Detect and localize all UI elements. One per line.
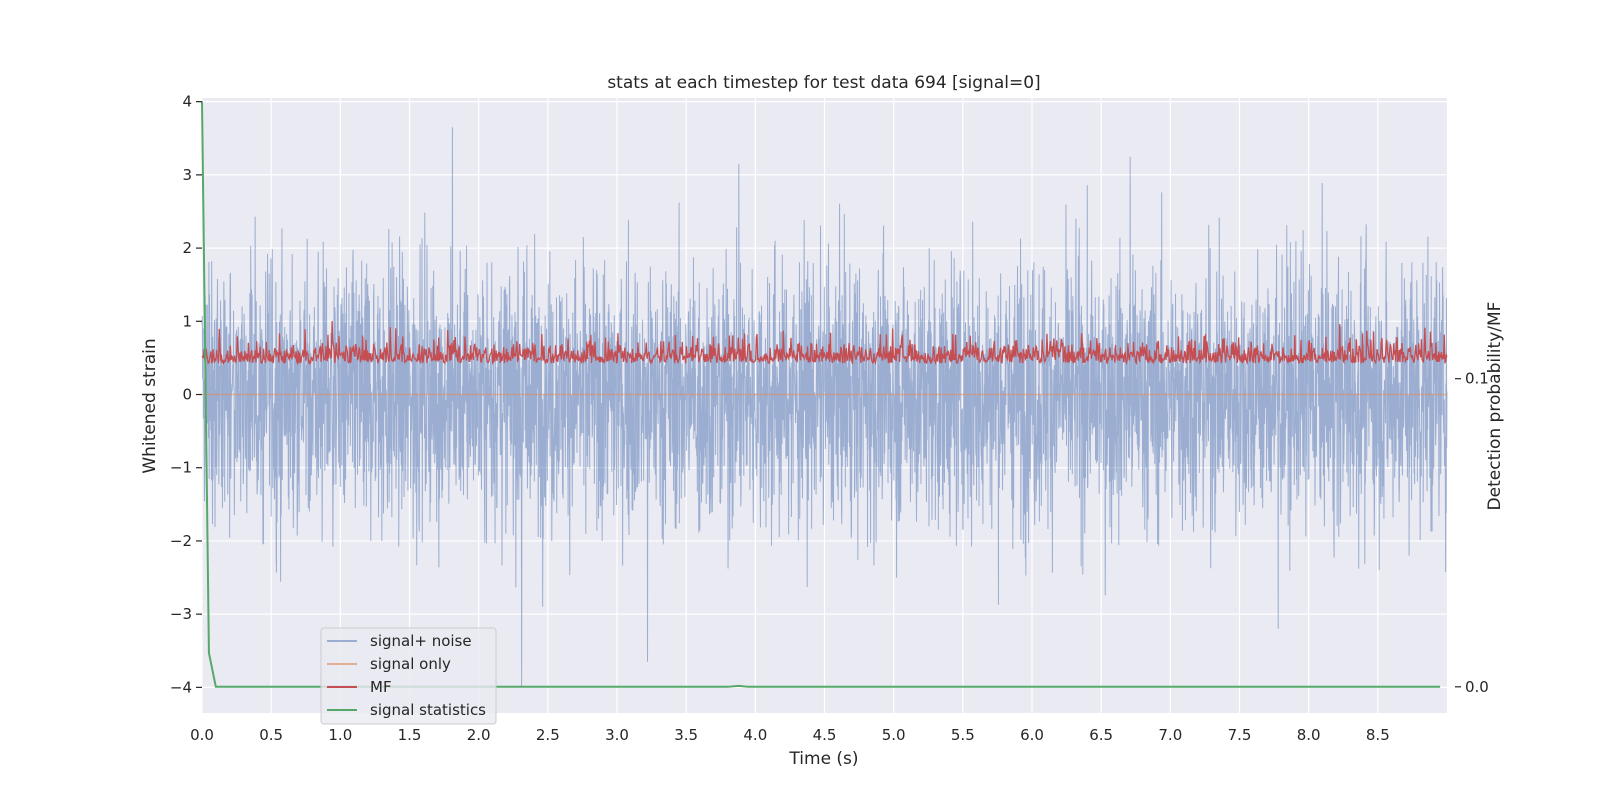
x-tick-label: 6.0 — [1020, 726, 1044, 744]
x-tick-label: 1.5 — [398, 726, 422, 744]
x-tick-label: 5.0 — [882, 726, 906, 744]
x-tick-label: 7.5 — [1228, 726, 1252, 744]
x-tick-label: 2.5 — [536, 726, 560, 744]
y-tick-label: 3 — [182, 166, 192, 184]
x-tick-label: 8.5 — [1366, 726, 1390, 744]
x-tick-label: 8.0 — [1297, 726, 1321, 744]
legend-label-signal-noise: signal+ noise — [370, 632, 472, 650]
x-tick-label: 4.0 — [743, 726, 767, 744]
y2-tick-label: 0.0 — [1465, 678, 1489, 696]
y-tick-label: −3 — [170, 605, 192, 623]
y-tick-label: 4 — [182, 93, 192, 111]
legend-label-mf: MF — [370, 678, 392, 696]
x-tick-label: 6.5 — [1089, 726, 1113, 744]
x-tick-label: 0.0 — [190, 726, 214, 744]
y-axis-ticks: 4 3 2 1 0 −1 −2 −3 −4 — [170, 93, 202, 696]
legend: signal+ noise signal only MF signal stat… — [320, 627, 497, 725]
x-tick-label: 2.0 — [467, 726, 491, 744]
x-tick-label: 3.5 — [674, 726, 698, 744]
y2-tick-label: 0.1 — [1465, 370, 1489, 388]
y2-axis-label: Detection probability/MF — [1485, 302, 1505, 511]
chart-title: stats at each timestep for test data 694… — [607, 73, 1040, 93]
legend-box — [320, 627, 497, 725]
x-tick-label: 4.5 — [813, 726, 837, 744]
y-tick-label: −1 — [170, 459, 192, 477]
x-axis-label: Time (s) — [788, 749, 858, 769]
legend-label-signal-statistics: signal statistics — [370, 701, 486, 719]
x-tick-label: 0.5 — [259, 726, 283, 744]
y-axis-label: Whitened strain — [140, 338, 160, 473]
x-tick-label: 7.0 — [1158, 726, 1182, 744]
y-tick-label: 0 — [182, 386, 192, 404]
y-tick-label: −4 — [170, 678, 192, 696]
y-tick-label: 1 — [182, 312, 192, 330]
x-axis-ticks: 0.0 0.5 1.0 1.5 2.0 2.5 3.0 3.5 4.0 4.5 5.0 5.5 6.0 6… — [190, 726, 1390, 744]
series-mf — [201, 320, 1448, 366]
y2-axis-ticks: 0.1 0.0 — [1455, 370, 1489, 696]
y-tick-label: 2 — [182, 239, 192, 257]
x-tick-label: 3.0 — [605, 726, 629, 744]
series-signal-noise — [201, 127, 1448, 688]
x-tick-label: 5.5 — [951, 726, 975, 744]
x-tick-label: 1.0 — [328, 726, 352, 744]
legend-label-signal-only: signal only — [370, 655, 451, 673]
y-tick-label: −2 — [170, 532, 192, 550]
